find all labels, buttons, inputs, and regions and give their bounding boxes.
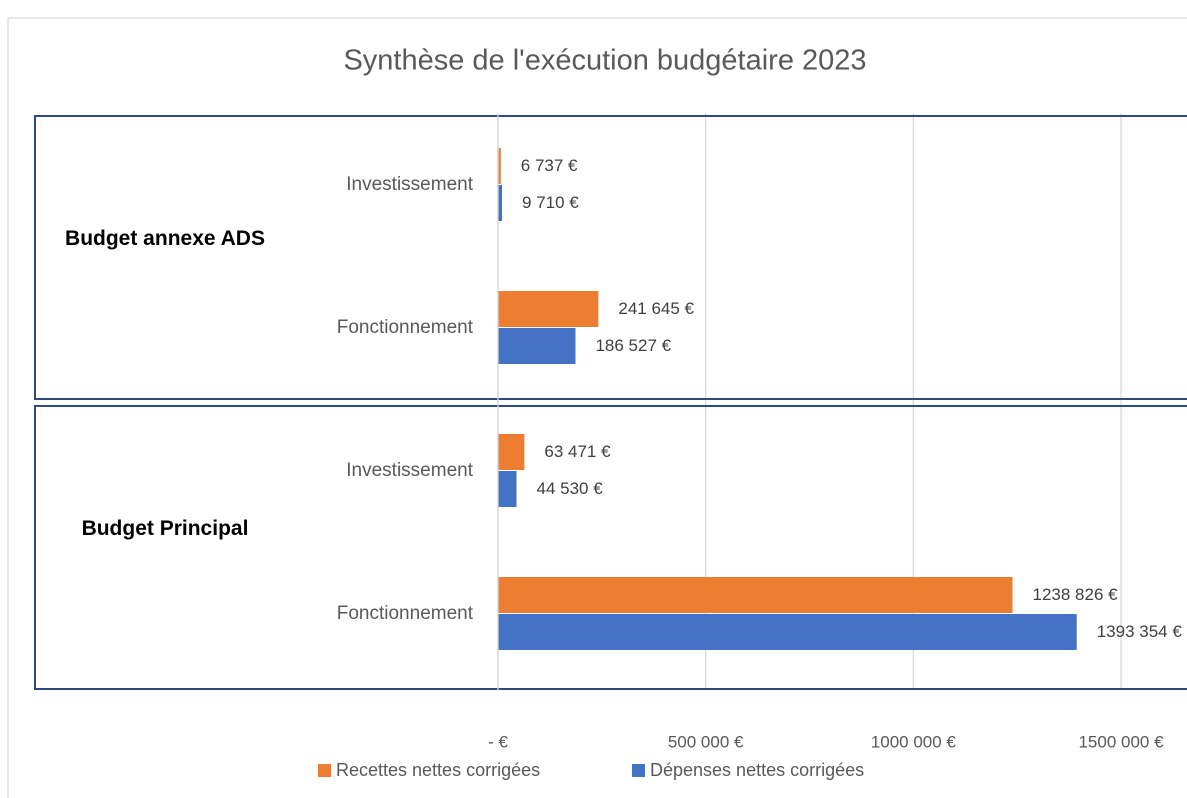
x-tick-label: 1500 000 €: [1078, 732, 1164, 751]
bar: [498, 291, 599, 327]
y-tick-label: Fonctionnement: [337, 603, 474, 624]
y-tick-label: Investissement: [346, 460, 473, 481]
group-box: [34, 115, 1187, 400]
chart-frame: [7, 17, 1187, 798]
legend-swatch: [318, 764, 331, 777]
legend-label: Dépenses nettes corrigées: [650, 760, 864, 780]
group-label: Budget Principal: [81, 516, 249, 540]
legend-label: Recettes nettes corrigées: [336, 760, 540, 780]
bar: [498, 577, 1013, 613]
bar: [498, 471, 517, 507]
data-label: 63 471 €: [544, 442, 611, 461]
bar: [498, 148, 501, 184]
x-tick-label: 500 000 €: [668, 732, 744, 751]
bar: [498, 328, 576, 364]
data-label: 44 530 €: [536, 479, 603, 498]
chart-title: Synthèse de l'exécution budgétaire 2023: [343, 45, 866, 77]
x-tick-label: - €: [488, 732, 508, 751]
y-tick-label: Fonctionnement: [337, 317, 474, 338]
data-label: 1238 826 €: [1033, 585, 1119, 604]
group-box: [34, 405, 1187, 690]
bar: [498, 185, 503, 221]
data-label: 186 527 €: [595, 336, 671, 355]
data-label: 241 645 €: [618, 299, 694, 318]
data-label: 9 710 €: [522, 193, 579, 212]
y-tick-label: Investissement: [346, 174, 473, 195]
group-label: Budget annexe ADS: [65, 226, 265, 250]
bar: [498, 614, 1077, 650]
legend-swatch: [632, 764, 645, 777]
data-label: 1393 354 €: [1097, 622, 1183, 641]
data-label: 6 737 €: [521, 156, 578, 175]
x-tick-label: 1000 000 €: [871, 732, 957, 751]
bar: [498, 434, 525, 470]
